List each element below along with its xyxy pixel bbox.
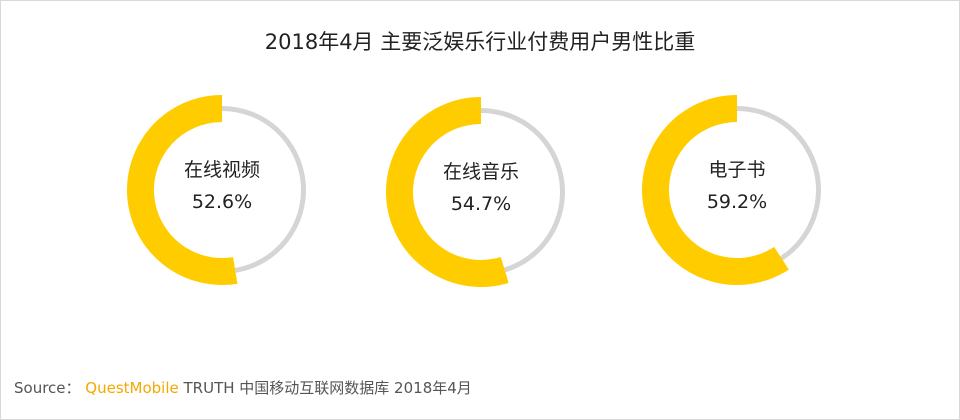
donut-remainder-arc (222, 106, 306, 273)
donut-remainder-arc (481, 108, 565, 273)
donut-chart: 在线视频 52.6% (127, 95, 306, 285)
donut-category-label: 在线视频 (184, 159, 260, 181)
donut-male-arc (385, 97, 509, 288)
donut-male-arc (127, 95, 238, 285)
donut-category-label: 电子书 (708, 159, 765, 181)
donut-category-label: 在线音乐 (443, 161, 519, 183)
donut-male-arc (642, 95, 789, 285)
source-prefix: Source： (14, 379, 86, 397)
donut-chart: 在线音乐 54.7% (385, 97, 565, 288)
donut-value-label: 54.7% (451, 193, 511, 215)
donut-value-label: 59.2% (707, 191, 767, 213)
chart-title: 2018年4月 主要泛娱乐行业付费用户男性比重 (264, 30, 696, 54)
source-brand: QuestMobile (85, 379, 179, 397)
donut-value-label: 52.6% (192, 191, 252, 213)
source-rest: TRUTH 中国移动互联网数据库 2018年4月 (178, 379, 472, 397)
source-note: Source： QuestMobile TRUTH 中国移动互联网数据库 201… (14, 377, 472, 398)
donut-chart: 电子书 59.2% (642, 95, 821, 285)
donut-remainder-arc (737, 106, 821, 261)
